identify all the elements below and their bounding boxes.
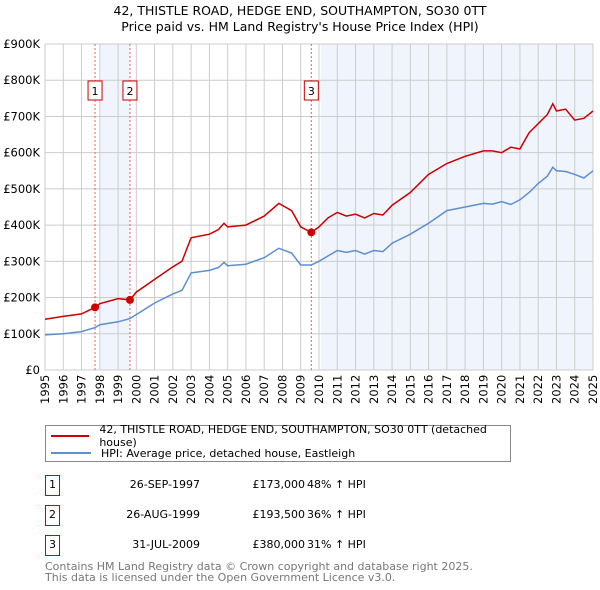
x-tick-label: 2009 — [294, 375, 308, 404]
series-line — [44, 102, 594, 321]
x-tick-label: 2015 — [403, 375, 417, 404]
x-tick-label: 2020 — [495, 375, 509, 404]
x-tick-label: 1995 — [38, 375, 52, 404]
legend-swatch-blue — [51, 452, 91, 454]
legend: 42, THISTLE ROAD, HEDGE END, SOUTHAMPTON… — [45, 423, 511, 462]
x-tick-label: 2001 — [148, 375, 162, 404]
y-tick-label: £700K — [3, 109, 40, 123]
transaction-price: £193,500 — [252, 508, 306, 521]
x-tick-label: 2016 — [422, 375, 436, 404]
sale-label: 3 — [308, 85, 315, 98]
y-tick-label: £300K — [3, 254, 40, 268]
transaction-number: 3 — [45, 535, 60, 556]
shaded-range — [320, 44, 593, 370]
transaction-date: 26-AUG-1999 — [126, 508, 200, 521]
x-tick-label: 2010 — [312, 375, 326, 404]
transaction-number: 2 — [45, 505, 60, 526]
y-tick-label: £500K — [3, 182, 40, 196]
x-tick-label: 1996 — [56, 375, 70, 404]
x-tick-label: 2012 — [349, 375, 363, 404]
legend-swatch-red — [51, 435, 90, 437]
chart-title: 42, THISTLE ROAD, HEDGE END, SOUTHAMPTON… — [113, 3, 487, 18]
sale-point — [125, 295, 134, 304]
x-tick-label: 2018 — [458, 375, 472, 404]
y-tick-label: £200K — [3, 291, 40, 305]
y-tick-label: £800K — [3, 73, 40, 87]
x-tick-label: 2006 — [239, 375, 253, 404]
x-tick-label: 2011 — [330, 375, 344, 404]
x-tick-label: 2005 — [221, 375, 235, 404]
x-tick-label: 2021 — [513, 375, 527, 404]
chart-subtitle: Price paid vs. HM Land Registry's House … — [121, 19, 479, 34]
y-tick-label: £100K — [3, 327, 40, 341]
x-tick-label: 2004 — [202, 375, 216, 404]
legend-label: 42, THISTLE ROAD, HEDGE END, SOUTHAMPTON… — [99, 423, 487, 449]
legend-label: HPI: Average price, detached house, East… — [101, 446, 356, 460]
sale-label-box — [303, 80, 319, 101]
transaction-date: 31-JUL-2009 — [132, 538, 200, 551]
footer-copyright: Contains HM Land Registry data © Crown c… — [45, 560, 473, 573]
sale-label: 2 — [126, 85, 133, 98]
x-tick-label: 2002 — [166, 375, 180, 404]
legend-item-property: 42, THISTLE ROAD, HEDGE END, SOUTHAMPTON… — [46, 423, 510, 449]
footer-licence: This data is licensed under the Open Gov… — [45, 571, 396, 584]
y-tick-label: £0 — [25, 363, 40, 377]
transaction-hpi: 48% ↑ HPI — [307, 478, 366, 491]
x-tick-label: 2007 — [257, 375, 271, 404]
x-tick-label: 2003 — [184, 375, 198, 404]
transaction-price: £380,000 — [252, 538, 306, 551]
x-tick-label: 1999 — [111, 375, 125, 404]
transaction-row: 3 31-JUL-2009 £380,000 31% ↑ HPI — [45, 535, 545, 556]
legend-item-hpi: HPI: Average price, detached house, East… — [46, 445, 355, 461]
x-tick-label: 2000 — [129, 375, 143, 404]
sale-point — [91, 303, 100, 312]
x-tick-label: 2019 — [476, 375, 490, 404]
sale-label-box — [122, 80, 138, 101]
transaction-date: 26-SEP-1997 — [129, 478, 200, 491]
transaction-number: 1 — [45, 475, 60, 496]
x-tick-label: 2017 — [440, 375, 454, 404]
x-tick-label: 2013 — [367, 375, 381, 404]
x-tick-label: 1998 — [93, 375, 107, 404]
sale-point — [307, 228, 316, 237]
transaction-row: 2 26-AUG-1999 £193,500 36% ↑ HPI — [45, 505, 545, 526]
sale-label-box — [87, 80, 103, 101]
x-tick-label: 2022 — [531, 375, 545, 404]
x-tick-label: 2025 — [586, 375, 600, 404]
transaction-hpi: 36% ↑ HPI — [307, 508, 366, 521]
y-tick-label: £600K — [3, 146, 40, 160]
x-tick-label: 2024 — [568, 375, 582, 404]
sale-label: 1 — [92, 85, 99, 98]
x-tick-label: 2023 — [549, 375, 563, 404]
transaction-hpi: 31% ↑ HPI — [307, 538, 366, 551]
y-tick-label: £400K — [3, 218, 40, 232]
y-tick-label: £900K — [3, 37, 40, 51]
transaction-price: £173,000 — [252, 478, 306, 491]
chart: 1995 1996 1997 1998 1999 2000 2001 2002 2003 2004… — [3, 37, 600, 404]
series-line — [44, 166, 594, 336]
x-tick-label: 2014 — [385, 375, 399, 404]
transaction-row: 1 26-SEP-1997 £173,000 48% ↑ HPI — [45, 475, 545, 496]
x-tick-label: 2008 — [275, 375, 289, 404]
x-tick-label: 1997 — [75, 375, 89, 404]
